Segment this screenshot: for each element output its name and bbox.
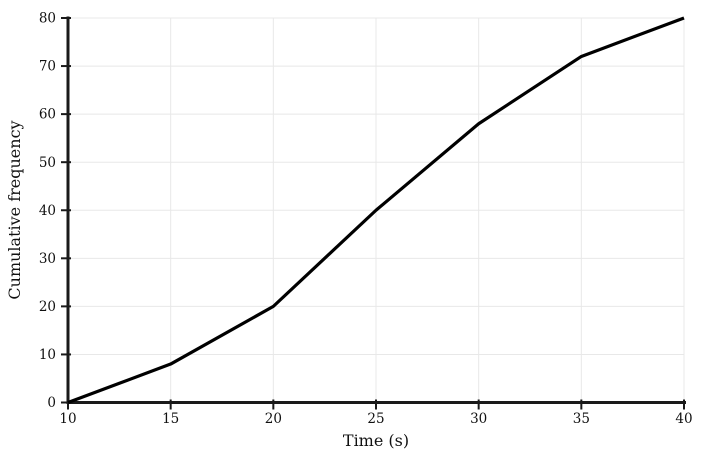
y-tick-label: 50 [39,155,56,171]
axis-spines [66,16,686,404]
x-tick-label: 15 [162,411,179,427]
x-tick-label: 10 [59,411,76,427]
x-tick-label: 25 [367,411,384,427]
y-tick-label: 60 [39,107,56,123]
y-tick-label: 30 [39,251,56,267]
y-axis-label: Cumulative frequency [5,120,24,299]
y-tick-label: 10 [39,347,56,363]
x-tick-label: 40 [675,411,692,427]
x-tick-label: 30 [470,411,487,427]
y-tick-label: 40 [39,203,56,219]
y-tick-label: 80 [39,11,56,27]
data-line [67,16,685,404]
data-series [67,16,685,404]
y-tick-label: 20 [39,299,56,315]
y-tick-label: 70 [39,59,56,75]
x-tick-label: 20 [265,411,282,427]
x-axis-label: Time (s) [343,431,409,450]
gridlines [67,17,685,403]
x-tick-label: 35 [573,411,590,427]
y-tick-label: 0 [47,395,56,411]
